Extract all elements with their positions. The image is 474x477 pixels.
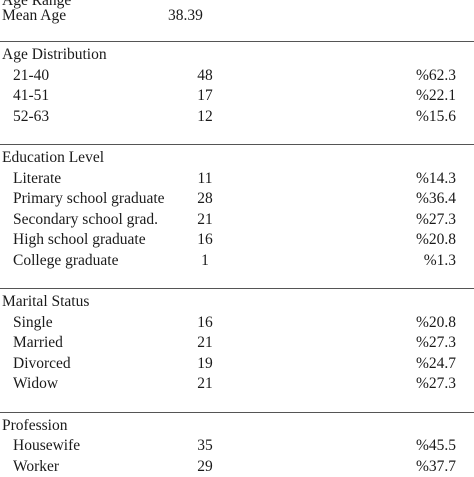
table-row: Single 16 %20.8 [0,313,474,334]
table-row: Primary school graduate 28 %36.4 [0,189,474,210]
table-row: High school graduate 16 %20.8 [0,230,474,251]
table-row: Married 21 %27.3 [0,333,474,354]
section-title-education: Education Level [0,148,474,169]
table-row: Divorced 19 %24.7 [0,354,474,375]
table-row: 21-40 48 %62.3 [0,66,474,87]
table-row: College graduate 1 %1.3 [0,251,474,272]
divider [0,144,474,145]
table-row: Widow 21 %27.3 [0,374,474,395]
table-row: Secondary school grad. 21 %27.3 [0,210,474,231]
table-row: 41-51 17 %22.1 [0,86,474,107]
divider [0,288,474,289]
mean-age-label: Mean Age [2,6,66,27]
mean-age-row: Mean Age 38.39 [0,6,474,27]
table-row: Literate 11 %14.3 [0,169,474,190]
table-row: Housewife 35 %45.5 [0,436,474,457]
section-title-profession: Profession [0,416,474,437]
table-row: 52-63 12 %15.6 [0,107,474,128]
divider [0,412,474,413]
section-title-age: Age Distribution [0,45,474,66]
section-title-marital: Marital Status [0,292,474,313]
divider [0,41,474,42]
